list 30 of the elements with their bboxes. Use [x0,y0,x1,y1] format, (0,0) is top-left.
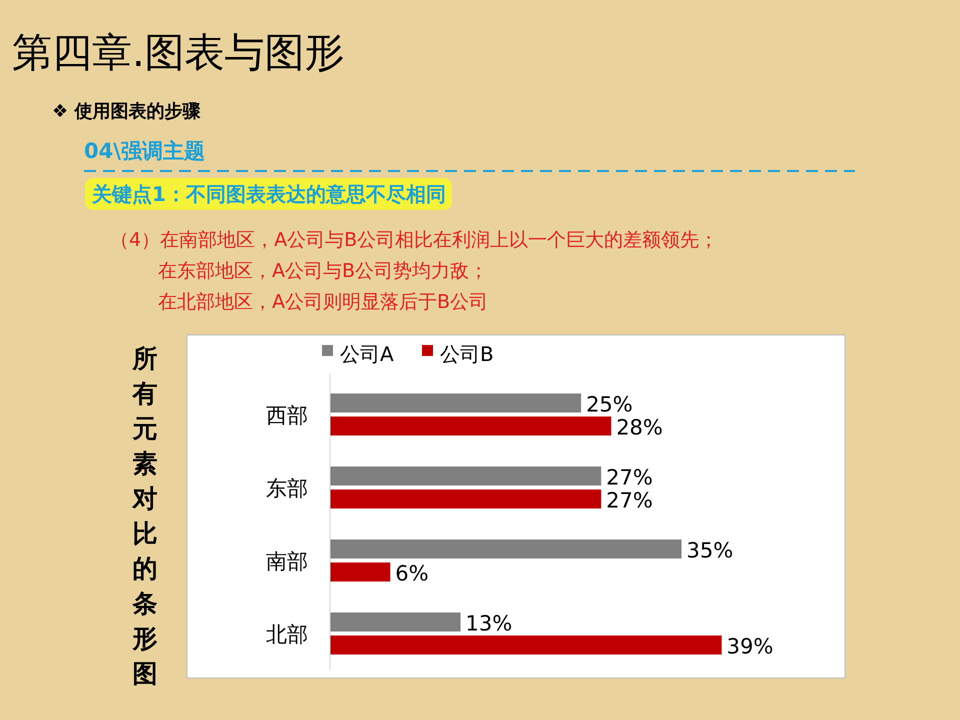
text: 04\强调主题 [84,139,205,163]
data-label: 28% [616,416,663,440]
legend-label: 公司B [440,342,494,366]
bar [330,612,461,632]
bar [330,490,602,508]
y-tick-label: 东部 [266,476,308,500]
text: （4）在南部地区，A公司与B公司相比在利润上以一个巨大的差额领先； [110,229,718,251]
data-label: 6% [395,562,429,586]
bar [330,394,582,412]
y-tick-label: 南部 [266,550,308,574]
text: 所有元素对比的条形图 [132,344,158,688]
y-tick-label: 西部 [266,404,308,428]
chart-title: 第四章.图表与图形 [12,30,345,76]
legend-label: 公司A [340,342,394,366]
bar [330,416,612,436]
data-label: 25% [586,392,633,416]
bar [330,540,682,558]
text: ❖ 使用图表的步骤 [52,101,202,122]
data-label: 27% [606,466,653,490]
y-tick-label: 北部 [266,622,308,646]
text: 关键点1：不同图表表达的意思不尽相同 [91,182,446,206]
bar [330,562,390,582]
text: 在北部地区，A公司则明显落后于B公司 [158,291,488,313]
bar [330,636,722,654]
data-label: 13% [466,612,512,636]
data-label: 39% [726,634,774,658]
data-label: 27% [606,488,653,512]
bar [330,466,602,486]
text: 在东部地区，A公司与B公司势均力敌； [158,260,488,282]
data-label: 35% [686,538,734,562]
